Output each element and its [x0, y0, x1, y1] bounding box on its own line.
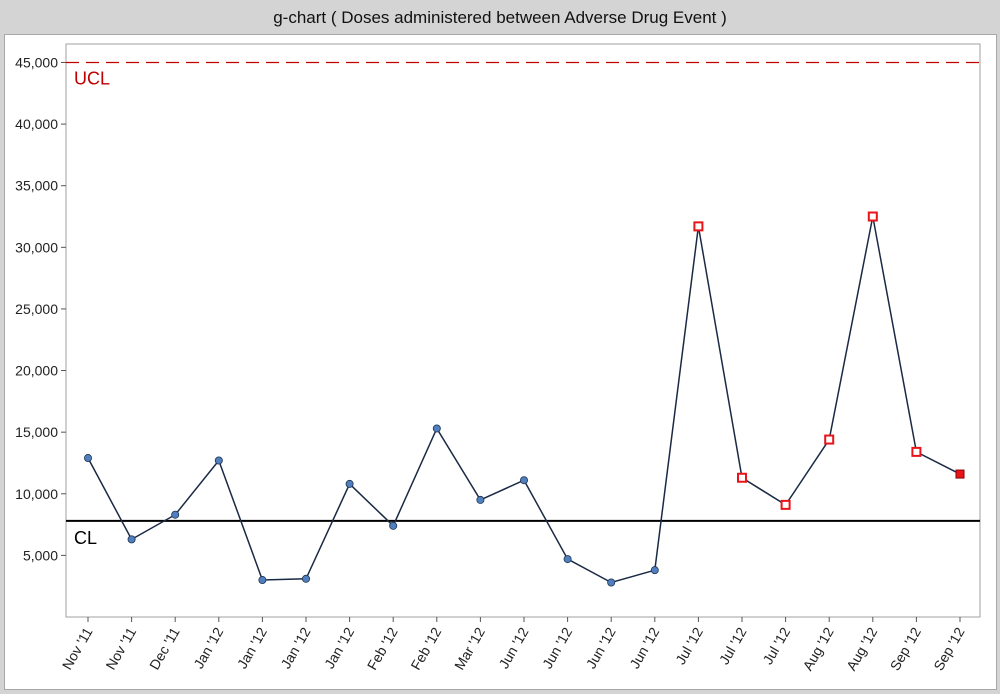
- data-point-out-of-control: [780, 499, 791, 510]
- x-tick-label: Nov '11: [102, 624, 139, 672]
- x-tick-label: Jul '12: [672, 624, 706, 667]
- reference-lines: UCL CL: [66, 61, 980, 548]
- x-axis: Nov '11 Nov '11 Dec '11 Jan '12 Jan '12 Jan '…: [59, 617, 968, 673]
- y-tick-label: 10,000: [15, 486, 58, 502]
- x-tick-label: Jan '12: [277, 624, 313, 671]
- x-tick-label: Sep '12: [930, 624, 967, 673]
- y-tick-label: 15,000: [15, 424, 58, 440]
- x-tick-label: Feb '12: [364, 624, 401, 672]
- y-tick-label: 45,000: [15, 54, 58, 70]
- x-tick-label: Jul '12: [759, 624, 793, 667]
- y-tick-label: 5,000: [23, 547, 58, 563]
- x-tick-label: Aug '12: [799, 624, 836, 673]
- data-point: [171, 510, 180, 519]
- x-tick-label: Sep '12: [887, 624, 924, 673]
- data-point: [345, 479, 354, 488]
- x-tick-label: Nov '11: [59, 624, 96, 672]
- data-point: [650, 566, 659, 575]
- y-tick-label: 25,000: [15, 301, 58, 317]
- data-point: [476, 495, 485, 504]
- data-point: [127, 535, 136, 544]
- data-point: [607, 578, 616, 587]
- y-tick-label: 20,000: [15, 363, 58, 379]
- data-point-out-of-control: [737, 472, 747, 483]
- data-point-out-of-control: [824, 434, 835, 445]
- y-axis: 5,000 10,000 15,000 20,000 25,000 30,000 35,00…: [15, 54, 66, 563]
- data-point: [301, 574, 310, 583]
- data-point: [563, 555, 572, 564]
- x-tick-label: Dec '11: [146, 624, 183, 672]
- x-tick-label: Jan '12: [234, 624, 270, 671]
- data-series: [84, 211, 965, 587]
- chart-title: g-chart ( Doses administered between Adv…: [273, 8, 727, 27]
- x-tick-label: Jun '12: [626, 624, 662, 671]
- x-tick-label: Mar '12: [451, 624, 488, 672]
- x-tick-label: Jul '12: [716, 624, 750, 667]
- data-point: [520, 476, 529, 485]
- data-point-out-of-control: [693, 221, 704, 232]
- data-point-out-of-control: [867, 211, 878, 222]
- data-point: [432, 424, 441, 433]
- y-tick-label: 35,000: [15, 178, 58, 194]
- y-tick-label: 30,000: [15, 239, 58, 255]
- x-tick-label: Jun '12: [495, 624, 531, 671]
- data-point: [84, 454, 93, 463]
- plot-area: [65, 43, 981, 618]
- x-tick-label: Jan '12: [190, 624, 226, 671]
- x-tick-label: Feb '12: [407, 624, 444, 672]
- y-tick-label: 40,000: [15, 116, 58, 132]
- x-tick-label: Jan '12: [321, 624, 357, 671]
- x-tick-label: Jun '12: [539, 624, 575, 671]
- cl-label: CL: [74, 528, 97, 548]
- x-tick-label: Aug '12: [843, 624, 880, 673]
- data-point: [389, 521, 398, 530]
- data-point: [258, 576, 267, 585]
- ucl-label: UCL: [74, 68, 110, 88]
- x-tick-label: Jun '12: [583, 624, 619, 671]
- data-point-out-of-control: [955, 469, 965, 479]
- data-point-out-of-control: [911, 446, 922, 457]
- data-point: [214, 456, 223, 465]
